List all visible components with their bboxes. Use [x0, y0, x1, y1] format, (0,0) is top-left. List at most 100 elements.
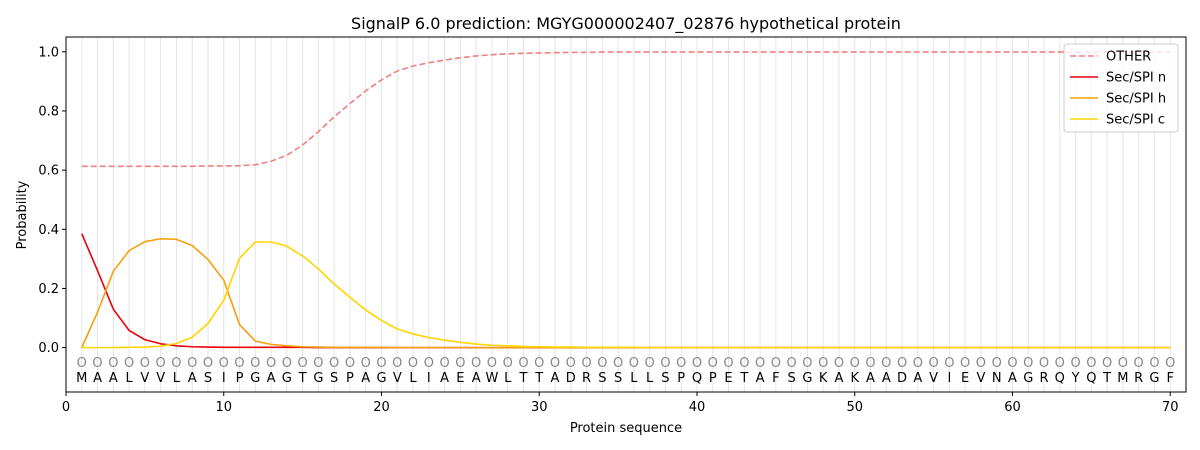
legend: OTHER Sec/SPI n Sec/SPI h Sec/SPI c — [1063, 43, 1179, 133]
residue-label: D — [897, 371, 907, 386]
residue-label: N — [992, 371, 1002, 386]
region-label: O — [156, 356, 166, 371]
region-label: O — [329, 356, 339, 371]
residue-label: Q — [1086, 371, 1096, 386]
region-label: O — [1149, 356, 1159, 371]
y-tick-label: 0.2 — [38, 282, 59, 297]
region-label: O — [944, 356, 954, 371]
residue-label: G — [1023, 371, 1033, 386]
residue-label: A — [472, 371, 481, 386]
region-label: O — [345, 356, 355, 371]
y-tick-label: 1.0 — [38, 45, 59, 60]
region-label: O — [534, 356, 544, 371]
residue-label: P — [709, 371, 717, 386]
region-label: O — [787, 356, 797, 371]
region-label: O — [550, 356, 560, 371]
region-label: O — [108, 356, 118, 371]
region-label: O — [361, 356, 371, 371]
residue-label: M — [76, 371, 87, 386]
region-label: O — [976, 356, 986, 371]
residue-label: T — [1102, 371, 1111, 386]
region-label: O — [865, 356, 875, 371]
x-tick-label: 10 — [215, 400, 232, 415]
residue-label: V — [929, 371, 938, 386]
region-label: O — [298, 356, 308, 371]
region-label: O — [802, 356, 812, 371]
residue-label: L — [630, 371, 638, 386]
residue-label: A — [551, 371, 560, 386]
y-tick-label: 0.0 — [38, 341, 59, 356]
residue-label: S — [204, 371, 212, 386]
y-tick-label: 0.8 — [38, 104, 59, 119]
grid-lines — [81, 37, 1171, 392]
region-label: O — [739, 356, 749, 371]
region-label: O — [1007, 356, 1017, 371]
region-label: O — [850, 356, 860, 371]
residue-label: G — [250, 371, 260, 386]
region-label: O — [1023, 356, 1033, 371]
residue-label: W — [485, 371, 498, 386]
region-label: O — [518, 356, 528, 371]
residue-label: E — [456, 371, 464, 386]
residue-label: A — [93, 371, 102, 386]
region-label: O — [597, 356, 607, 371]
region-label: O — [234, 356, 244, 371]
residue-label: V — [393, 371, 402, 386]
region-label: O — [124, 356, 134, 371]
series-line-sec-spi-c — [81, 241, 1171, 349]
region-label: O — [660, 356, 670, 371]
region-label: O — [1165, 356, 1175, 371]
region-label: O — [376, 356, 386, 371]
region-label: O — [187, 356, 197, 371]
region-label: O — [771, 356, 781, 371]
legend-label: OTHER — [1106, 50, 1151, 65]
residue-label: A — [440, 371, 449, 386]
residue-label: S — [614, 371, 622, 386]
residue-label: V — [140, 371, 149, 386]
residue-label: D — [566, 371, 576, 386]
region-label: O — [503, 356, 513, 371]
residue-label: S — [788, 371, 796, 386]
y-axis-ticks: 0.0 0.2 0.4 0.6 0.8 1.0 — [38, 45, 66, 356]
residue-label: R — [582, 371, 591, 386]
region-label: O — [424, 356, 434, 371]
residue-label: L — [173, 371, 181, 386]
residue-label: S — [598, 371, 606, 386]
residue-label: V — [156, 371, 165, 386]
region-label: O — [219, 356, 229, 371]
residue-label: A — [267, 371, 276, 386]
sequence-annotations: OMOAOAOLOVOVOLOAOSOIOPOGOAOGOTOGOSOPOAOG… — [76, 356, 1175, 386]
residue-label: L — [504, 371, 512, 386]
region-label: O — [692, 356, 702, 371]
residue-label: A — [866, 371, 875, 386]
residue-label: P — [236, 371, 244, 386]
plot-frame — [65, 36, 1187, 393]
residue-label: S — [661, 371, 669, 386]
series-lines — [81, 51, 1171, 349]
region-label: O — [629, 356, 639, 371]
legend-box — [1063, 43, 1179, 133]
residue-label: T — [534, 371, 543, 386]
residue-label: P — [677, 371, 685, 386]
region-label: O — [266, 356, 276, 371]
residue-label: A — [835, 371, 844, 386]
residue-label: A — [109, 371, 118, 386]
region-label: O — [77, 356, 87, 371]
x-axis-label: Protein sequence — [570, 421, 682, 436]
residue-label: I — [947, 371, 951, 386]
residue-label: T — [298, 371, 307, 386]
y-tick-label: 0.6 — [38, 164, 59, 179]
legend-label: Sec/SPI h — [1106, 92, 1166, 107]
residue-label: F — [1166, 371, 1173, 386]
series-line-other — [81, 51, 1171, 168]
residue-label: L — [646, 371, 654, 386]
chart-title: SignalP 6.0 prediction: MGYG000002407_02… — [351, 14, 901, 34]
region-label: O — [171, 356, 181, 371]
legend-label: Sec/SPI n — [1106, 71, 1166, 86]
residue-label: K — [850, 371, 859, 386]
region-label: O — [203, 356, 213, 371]
region-label: O — [455, 356, 465, 371]
region-label: O — [834, 356, 844, 371]
region-label: O — [392, 356, 402, 371]
